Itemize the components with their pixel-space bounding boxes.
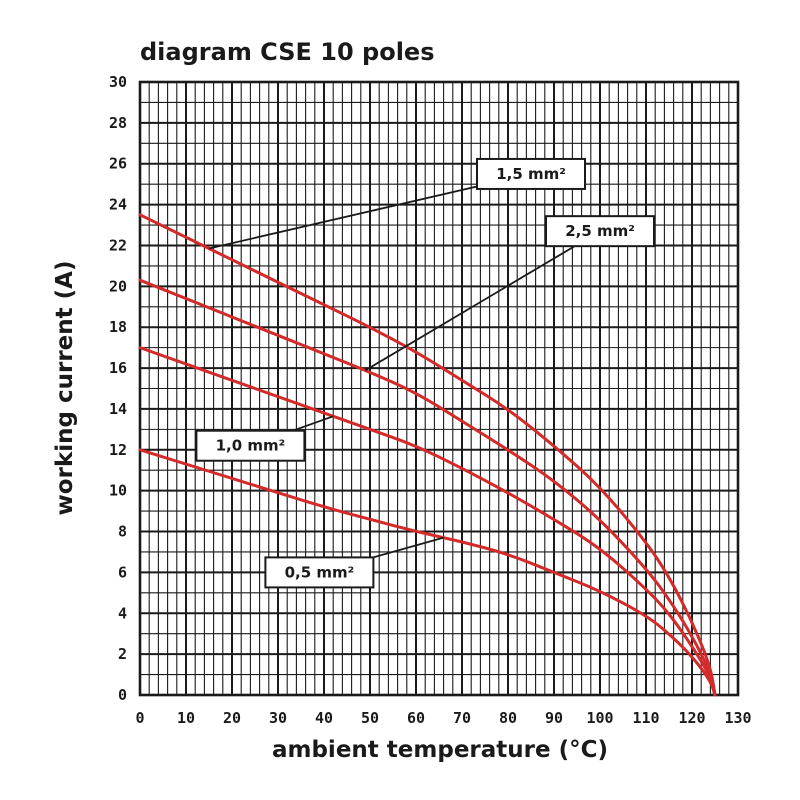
series-line-2 (138, 278, 717, 697)
callout: 1,5 mm² (208, 157, 586, 250)
plot-frame (138, 80, 740, 697)
x-tick-label: 100 (586, 709, 613, 727)
y-tick-label: 18 (109, 318, 127, 336)
x-tick-label: 60 (407, 709, 425, 727)
y-tick-label: 2 (118, 645, 127, 663)
callout-box (264, 556, 375, 589)
x-tick-label: 90 (545, 709, 563, 727)
x-axis-label: ambient temperature (°C) (272, 737, 608, 763)
y-tick-label: 30 (109, 73, 127, 91)
callout-label: 0,5 mm² (285, 563, 355, 581)
series-line-4 (138, 448, 717, 697)
y-tick-label: 20 (109, 277, 127, 295)
x-tick-label: 70 (453, 709, 471, 727)
tick-labels: 0 10 20 30 40 50 60 70 80 90 100 110 120 130024681012… (109, 73, 752, 727)
x-tick-label: 120 (678, 709, 705, 727)
x-tick-label: 10 (177, 709, 195, 727)
callouts: 1,5 mm² 2,5 mm² 1,0 mm² 0,5 mm² (195, 157, 655, 589)
y-tick-label: 10 (109, 482, 127, 500)
y-tick-label: 16 (109, 359, 127, 377)
y-tick-label: 26 (109, 155, 127, 173)
y-tick-label: 6 (118, 563, 127, 581)
callout: 0,5 mm² (264, 536, 444, 589)
callout-label: 1,0 mm² (216, 437, 286, 455)
y-tick-label: 4 (118, 604, 127, 622)
series-line-3 (138, 346, 717, 697)
x-tick-label: 30 (269, 709, 287, 727)
x-tick-label: 130 (724, 709, 751, 727)
y-tick-label: 14 (109, 400, 127, 418)
x-tick-label: 40 (315, 709, 333, 727)
x-tick-label: 80 (499, 709, 517, 727)
callout-box (476, 157, 586, 190)
callout: 2,5 mm² (364, 215, 655, 372)
y-tick-label: 28 (109, 114, 127, 132)
x-tick-label: 110 (632, 709, 659, 727)
x-tick-label: 50 (361, 709, 379, 727)
callout: 1,0 mm² (195, 415, 334, 462)
y-tick-label: 8 (118, 523, 127, 541)
series-line-1 (138, 213, 717, 697)
x-tick-label: 0 (135, 709, 144, 727)
callout-box (195, 429, 306, 462)
y-axis-label: working current (A) (52, 261, 78, 516)
y-tick-label: 22 (109, 236, 127, 254)
series-lines (138, 213, 717, 697)
callout-box (545, 215, 655, 248)
callout-label: 1,5 mm² (496, 165, 566, 183)
callout-label: 2,5 mm² (565, 222, 635, 240)
grid (138, 80, 740, 697)
chart-title: diagram CSE 10 poles (140, 38, 434, 66)
x-tick-label: 20 (223, 709, 241, 727)
y-tick-label: 0 (118, 686, 127, 704)
y-tick-label: 12 (109, 441, 127, 459)
callout-leader (364, 230, 601, 372)
y-tick-label: 24 (109, 196, 127, 214)
